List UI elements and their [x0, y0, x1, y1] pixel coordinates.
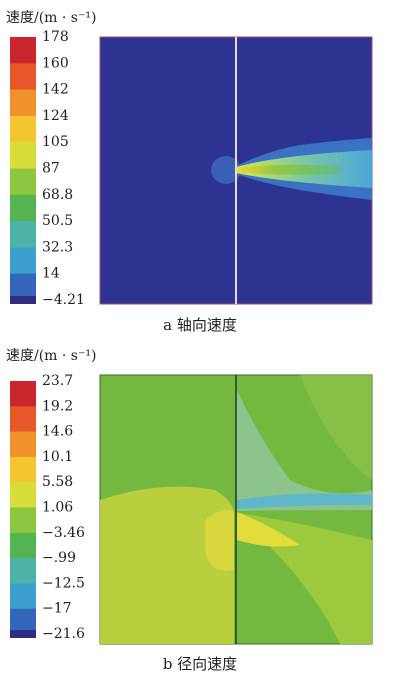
colorbar-end — [10, 630, 36, 638]
colorbar-label: 68.8 — [42, 187, 73, 203]
colorbar-label: −.99 — [42, 550, 76, 566]
colorbar-label: 105 — [42, 134, 69, 150]
colorbar-block — [10, 583, 36, 610]
colorbar-block — [10, 247, 36, 275]
colorbar-block — [10, 558, 36, 584]
colorbar-block — [10, 89, 36, 117]
colorbar-block — [10, 482, 36, 508]
legend-title: 速度/(m · s⁻¹) — [6, 348, 96, 364]
colorbar-block — [10, 507, 36, 534]
colorbar-block — [10, 194, 36, 222]
colorbar-block — [10, 456, 36, 483]
colorbar-label: −21.6 — [42, 626, 85, 642]
colorbar-block — [10, 115, 36, 143]
radial-contour — [99, 374, 373, 645]
colorbar-label: 5.58 — [42, 474, 73, 490]
colorbar-label: 50.5 — [42, 213, 73, 229]
colorbar-block — [10, 168, 36, 196]
axial-contour — [99, 36, 373, 305]
colorbar-label: 23.7 — [42, 373, 73, 389]
colorbar-label: 19.2 — [42, 398, 73, 414]
colorbar-label: 124 — [42, 108, 69, 124]
colorbar-label: −4.21 — [42, 292, 85, 308]
colorbar-label: 87 — [42, 161, 60, 177]
colorbar-end — [10, 296, 36, 304]
colorbar-block — [10, 221, 36, 248]
colorbar-block — [10, 63, 36, 91]
colorbar-block — [10, 142, 36, 169]
colorbar-label: 160 — [42, 55, 69, 71]
colorbar-label: 142 — [42, 82, 69, 98]
colorbar-label: 10.1 — [42, 449, 73, 465]
colorbar-block — [10, 431, 36, 458]
colorbar-label: 1.06 — [42, 500, 73, 516]
colorbar-label: 178 — [42, 29, 69, 45]
colorbar-block — [10, 532, 36, 559]
colorbar-block — [10, 381, 36, 407]
colorbar-label: −3.46 — [42, 525, 85, 541]
colorbar-block — [10, 37, 36, 64]
colorbar-block — [10, 406, 36, 433]
legend-title: 速度/(m · s⁻¹) — [6, 10, 96, 26]
colorbar-label: 14.6 — [42, 424, 73, 440]
caption: a 轴向速度 — [163, 316, 237, 334]
caption: b 径向速度 — [163, 655, 237, 673]
colorbar-label: −12.5 — [42, 575, 85, 591]
colorbar-label: 32.3 — [42, 239, 73, 255]
colorbar-label: −17 — [42, 601, 72, 617]
colorbar-label: 14 — [42, 266, 60, 282]
